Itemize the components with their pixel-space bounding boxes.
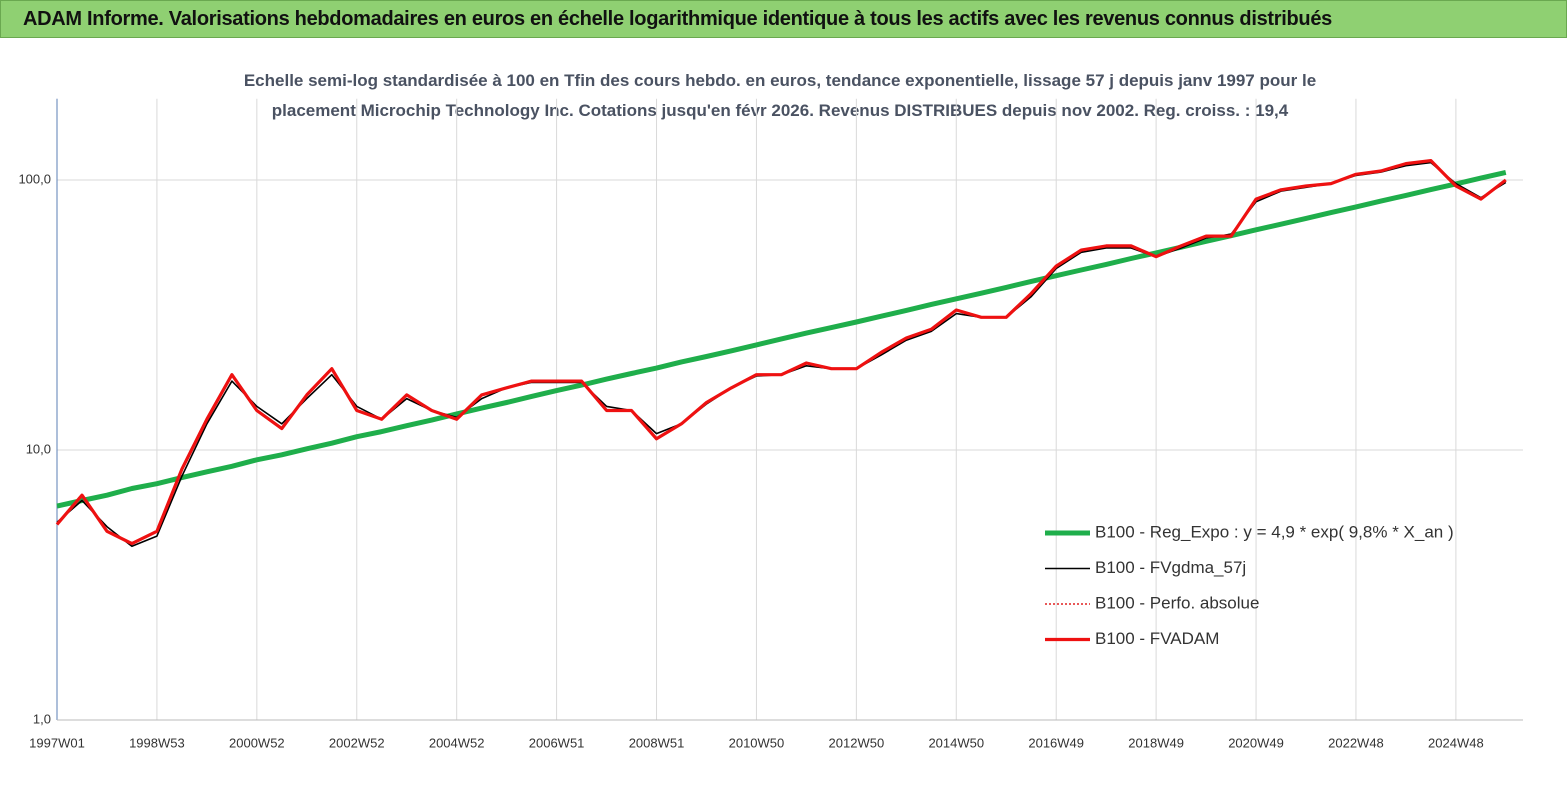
y-tick-label: 100,0 — [18, 171, 51, 186]
x-tick-label: 2020W49 — [1228, 735, 1284, 750]
x-tick-label: 2018W49 — [1128, 735, 1184, 750]
x-tick-label: 2008W51 — [629, 735, 685, 750]
y-tick-label: 1,0 — [33, 711, 51, 726]
x-tick-label: 2024W48 — [1428, 735, 1484, 750]
x-tick-label: 2000W52 — [229, 735, 285, 750]
x-tick-label: 1997W01 — [29, 735, 85, 750]
x-tick-label: 2016W49 — [1028, 735, 1084, 750]
subtitle-line: placement Microchip Technology Inc. Cota… — [271, 101, 1289, 120]
x-tick-label: 2004W52 — [429, 735, 485, 750]
series-line — [55, 159, 1507, 546]
y-tick-label: 10,0 — [26, 441, 51, 456]
x-tick-label: 2010W50 — [729, 735, 785, 750]
banner: ADAM Informe. Valorisations hebdomadaire… — [0, 0, 1567, 38]
x-tick-label: 2002W52 — [329, 735, 385, 750]
x-tick-label: 2012W50 — [829, 735, 885, 750]
subtitle-line: Echelle semi-log standardisée à 100 en T… — [243, 71, 1317, 90]
banner-title: ADAM Informe. Valorisations hebdomadaire… — [23, 8, 1332, 30]
x-tick-label: 1998W53 — [129, 735, 185, 750]
series-line — [56, 169, 1507, 509]
legend-label: B100 - Reg_Expo : y = 4,9 * exp( 9,8% * … — [1095, 522, 1454, 541]
series-line — [56, 159, 1507, 545]
legend-label: B100 - Perfo. absolue — [1095, 593, 1259, 612]
x-tick-label: 2022W48 — [1328, 735, 1384, 750]
legend-label: B100 - FVADAM — [1095, 629, 1219, 648]
subtitle: Echelle semi-log standardisée à 100 en T… — [130, 66, 1430, 126]
x-tick-label: 2006W51 — [529, 735, 585, 750]
legend-label: B100 - FVgdma_57j — [1095, 558, 1246, 577]
x-tick-label: 2014W50 — [928, 735, 984, 750]
